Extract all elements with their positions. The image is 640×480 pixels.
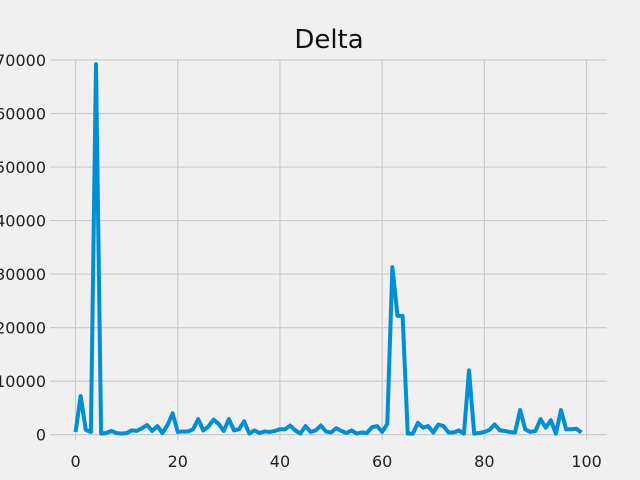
series-group bbox=[73, 62, 583, 436]
y-tick-label: 50000 bbox=[0, 158, 46, 177]
y-tick-label: 0 bbox=[36, 426, 46, 445]
x-axis-ticks: 0 20 40 60 80 100 bbox=[70, 452, 601, 471]
y-tick-label: 10000 bbox=[0, 372, 46, 391]
x-tick-label: 40 bbox=[270, 452, 290, 471]
y-tick-label: 30000 bbox=[0, 265, 46, 284]
chart-title: Delta bbox=[294, 25, 363, 55]
x-tick-label: 60 bbox=[372, 452, 392, 471]
y-tick-label: 20000 bbox=[0, 319, 46, 338]
y-tick-label: 70000 bbox=[0, 51, 46, 70]
y-tick-label: 60000 bbox=[0, 105, 46, 124]
x-tick-label: 20 bbox=[168, 452, 188, 471]
x-tick-label: 0 bbox=[70, 452, 80, 471]
gridlines bbox=[50, 59, 607, 440]
y-axis-ticks: 0 10000 20000 30000 40000 50000 60000 70000 bbox=[0, 51, 46, 445]
y-tick-label: 40000 bbox=[0, 212, 46, 231]
x-tick-label: 80 bbox=[474, 452, 494, 471]
x-tick-label: 100 bbox=[571, 452, 602, 471]
series-line bbox=[73, 62, 583, 436]
